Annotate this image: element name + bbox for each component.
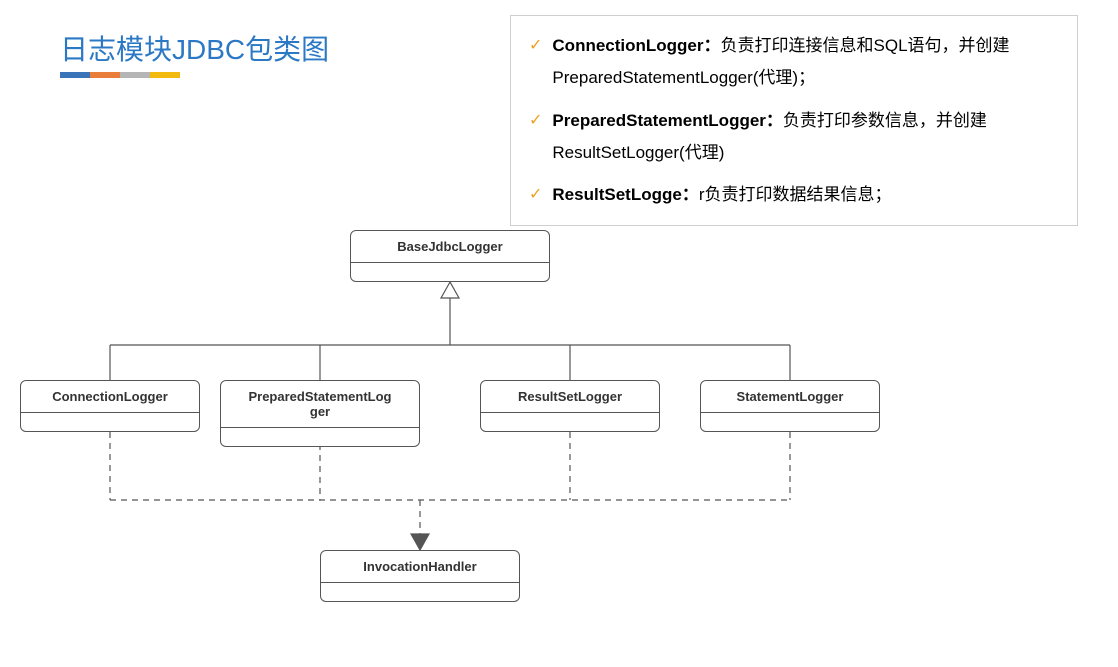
uml-class-body — [21, 413, 199, 431]
page-title: 日志模块JDBC包类图 — [60, 28, 329, 68]
uml-class-name: StatementLogger — [701, 381, 879, 413]
underline-segment — [120, 72, 150, 78]
uml-class-rset: ResultSetLogger — [480, 380, 660, 432]
uml-class-name: InvocationHandler — [321, 551, 519, 583]
title-text: 日志模块JDBC包类图 — [60, 34, 329, 65]
info-item: ✓ PreparedStatementLogger：负责打印参数信息，并创建Res… — [529, 105, 1059, 170]
info-text: ConnectionLogger：负责打印连接信息和SQL语句，并创建Prepa… — [552, 30, 1059, 95]
uml-class-body — [221, 428, 419, 446]
uml-class-stmt: StatementLogger — [700, 380, 880, 432]
underline-segment — [60, 72, 90, 78]
uml-class-base: BaseJdbcLogger — [350, 230, 550, 282]
uml-class-name: PreparedStatementLog ger — [221, 381, 419, 428]
info-item: ✓ ResultSetLogge：r负责打印数据结果信息； — [529, 179, 1059, 211]
underline-segment — [150, 72, 180, 78]
uml-class-name: BaseJdbcLogger — [351, 231, 549, 263]
info-box: ✓ ConnectionLogger：负责打印连接信息和SQL语句，并创建Prep… — [510, 15, 1078, 226]
check-icon: ✓ — [529, 105, 542, 137]
uml-class-name: ResultSetLogger — [481, 381, 659, 413]
check-icon: ✓ — [529, 179, 542, 211]
info-text: ResultSetLogge：r负责打印数据结果信息； — [552, 179, 891, 211]
check-icon: ✓ — [529, 30, 542, 62]
underline-segment — [90, 72, 120, 78]
uml-class-conn: ConnectionLogger — [20, 380, 200, 432]
uml-class-body — [351, 263, 549, 281]
uml-class-name: ConnectionLogger — [21, 381, 199, 413]
title-underline — [60, 72, 180, 78]
uml-class-body — [481, 413, 659, 431]
uml-class-body — [701, 413, 879, 431]
info-text: PreparedStatementLogger：负责打印参数信息，并创建Resu… — [552, 105, 1059, 170]
info-item: ✓ ConnectionLogger：负责打印连接信息和SQL语句，并创建Prep… — [529, 30, 1059, 95]
uml-class-prep: PreparedStatementLog ger — [220, 380, 420, 447]
uml-class-invh: InvocationHandler — [320, 550, 520, 602]
uml-diagram: BaseJdbcLogger ConnectionLogger PreparedSt… — [20, 230, 890, 650]
uml-class-body — [321, 583, 519, 601]
